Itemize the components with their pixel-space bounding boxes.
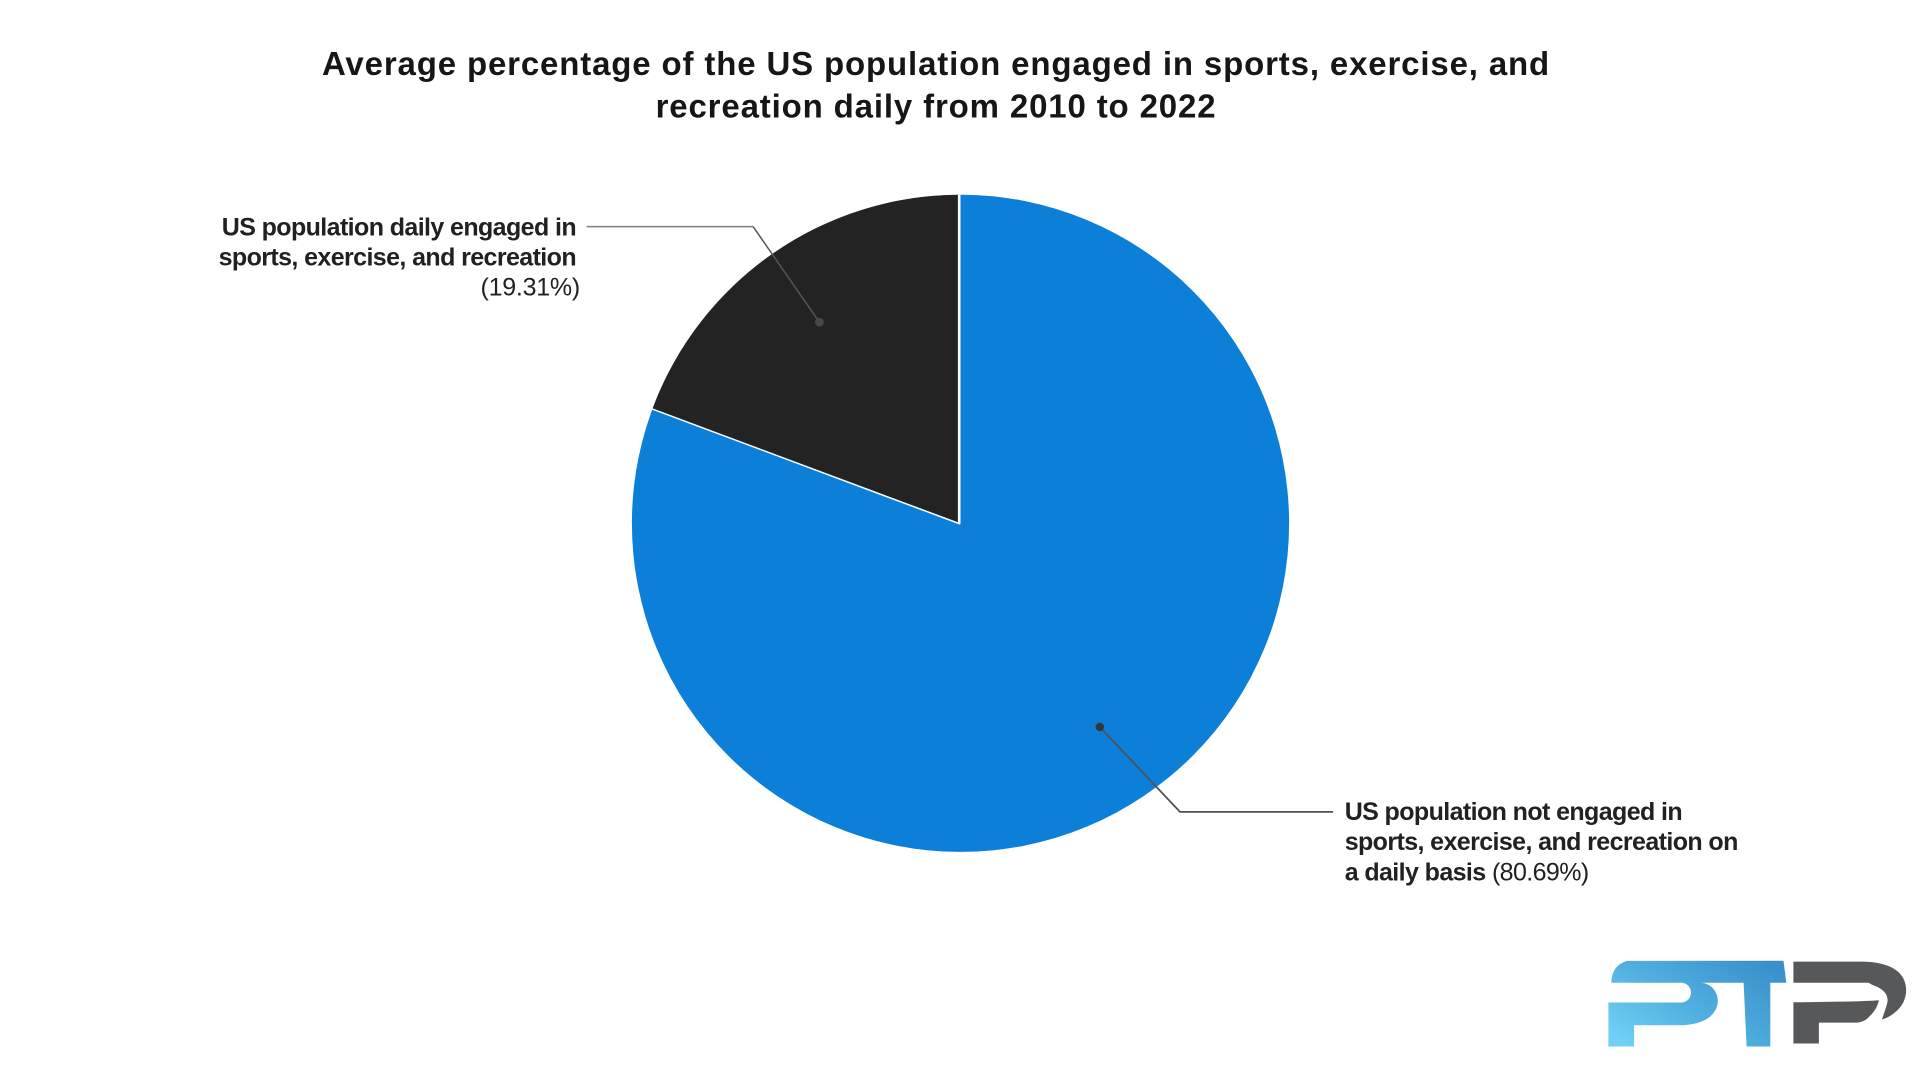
svg-text:US population daily engaged in: US population daily engaged in: [222, 213, 576, 241]
svg-text:(19.31%): (19.31%): [481, 274, 580, 302]
svg-text:a daily basis (80.69%): a daily basis (80.69%): [1345, 858, 1589, 886]
svg-text:recreation daily from 2010 to: recreation daily from 2010 to 2022: [656, 88, 1217, 125]
svg-text:US population not engaged in: US population not engaged in: [1345, 798, 1682, 826]
svg-text:sports, exercise, and recreati: sports, exercise, and recreation on: [1345, 828, 1738, 856]
svg-text:sports, exercise, and recreati: sports, exercise, and recreation: [219, 244, 576, 272]
svg-text:Average percentage of the US p: Average percentage of the US population …: [322, 45, 1550, 82]
